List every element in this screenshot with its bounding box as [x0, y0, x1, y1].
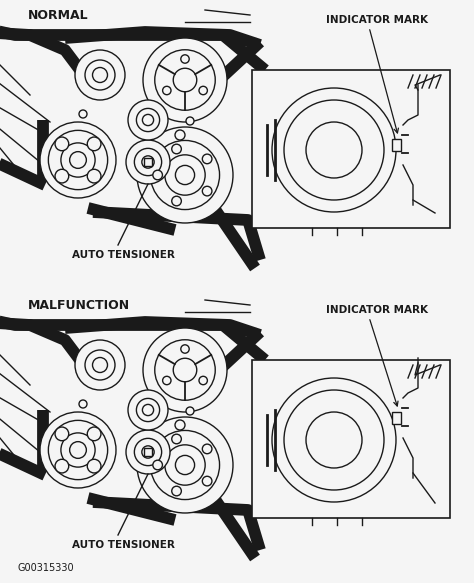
Circle shape — [87, 459, 101, 473]
Circle shape — [70, 442, 86, 458]
Circle shape — [155, 50, 215, 110]
Circle shape — [79, 400, 87, 408]
Circle shape — [199, 376, 208, 385]
Circle shape — [134, 438, 162, 466]
Circle shape — [163, 86, 171, 94]
Circle shape — [181, 345, 189, 353]
Text: NORMAL: NORMAL — [28, 9, 89, 22]
Bar — [144, 158, 152, 166]
Circle shape — [143, 38, 227, 122]
Circle shape — [150, 430, 219, 500]
Circle shape — [137, 108, 160, 132]
Circle shape — [55, 169, 69, 183]
Circle shape — [143, 328, 227, 412]
Circle shape — [202, 154, 212, 164]
Circle shape — [272, 88, 396, 212]
Circle shape — [181, 55, 189, 63]
Circle shape — [186, 117, 194, 125]
Circle shape — [137, 417, 233, 513]
Bar — [144, 448, 152, 456]
Circle shape — [173, 358, 197, 382]
Circle shape — [153, 170, 163, 180]
Circle shape — [55, 427, 69, 441]
Circle shape — [165, 155, 205, 195]
Circle shape — [92, 68, 108, 83]
Circle shape — [87, 169, 101, 183]
Circle shape — [142, 156, 154, 168]
Circle shape — [142, 405, 154, 416]
Circle shape — [199, 86, 208, 94]
Circle shape — [137, 127, 233, 223]
Circle shape — [75, 50, 125, 100]
Circle shape — [128, 390, 168, 430]
Circle shape — [48, 131, 108, 189]
Circle shape — [175, 130, 185, 140]
Circle shape — [40, 122, 116, 198]
Circle shape — [48, 420, 108, 480]
Circle shape — [142, 114, 154, 125]
Circle shape — [61, 433, 95, 467]
Circle shape — [163, 376, 171, 385]
Text: INDICATOR MARK: INDICATOR MARK — [326, 305, 428, 315]
Circle shape — [172, 434, 182, 444]
Circle shape — [284, 100, 384, 200]
Circle shape — [175, 420, 185, 430]
Circle shape — [55, 459, 69, 473]
Circle shape — [75, 340, 125, 390]
Text: AUTO TENSIONER: AUTO TENSIONER — [72, 250, 174, 260]
Circle shape — [175, 455, 195, 475]
Circle shape — [70, 152, 86, 168]
Circle shape — [172, 486, 182, 496]
Bar — [252, 360, 450, 518]
Circle shape — [150, 141, 219, 209]
Circle shape — [155, 340, 215, 401]
Circle shape — [87, 427, 101, 441]
Circle shape — [128, 100, 168, 140]
Circle shape — [85, 60, 115, 90]
Circle shape — [85, 350, 115, 380]
Circle shape — [61, 143, 95, 177]
Text: INDICATOR MARK: INDICATOR MARK — [326, 15, 428, 25]
Circle shape — [186, 407, 194, 415]
Bar — [392, 412, 401, 424]
Circle shape — [202, 476, 212, 486]
Circle shape — [306, 122, 362, 178]
Circle shape — [172, 144, 182, 154]
Circle shape — [202, 444, 212, 454]
Circle shape — [79, 110, 87, 118]
Bar — [392, 139, 401, 151]
Text: MALFUNCTION: MALFUNCTION — [28, 299, 130, 312]
Circle shape — [87, 137, 101, 151]
Circle shape — [126, 140, 170, 184]
Circle shape — [284, 390, 384, 490]
Circle shape — [55, 137, 69, 151]
Circle shape — [165, 445, 205, 485]
Circle shape — [173, 68, 197, 92]
Circle shape — [142, 446, 154, 458]
Text: G00315330: G00315330 — [18, 563, 74, 573]
Circle shape — [202, 187, 212, 196]
Circle shape — [175, 166, 195, 185]
Circle shape — [172, 196, 182, 206]
Circle shape — [306, 412, 362, 468]
Circle shape — [272, 378, 396, 502]
Circle shape — [126, 430, 170, 474]
Circle shape — [153, 460, 163, 470]
Circle shape — [134, 148, 162, 175]
Circle shape — [40, 412, 116, 488]
Circle shape — [92, 357, 108, 373]
Text: AUTO TENSIONER: AUTO TENSIONER — [72, 540, 174, 550]
Circle shape — [137, 398, 160, 422]
Bar — [252, 70, 450, 228]
